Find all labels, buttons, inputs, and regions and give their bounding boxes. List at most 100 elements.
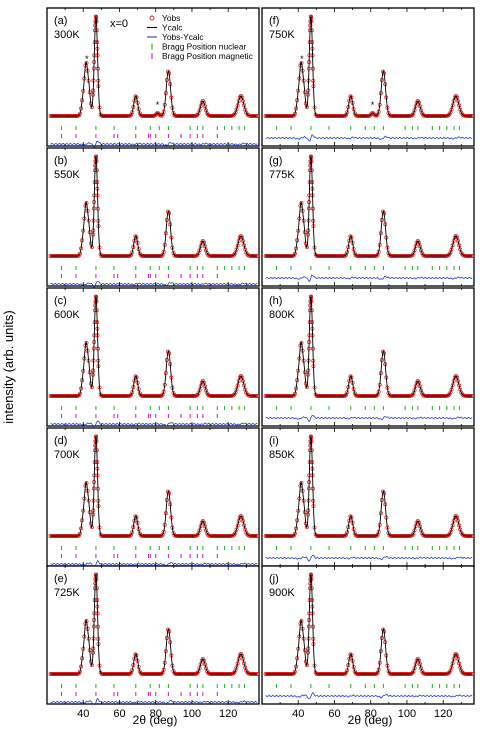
panel-id-label: (h) [269, 295, 282, 307]
ycalc-line [50, 154, 257, 257]
x-tick-label: 80 [150, 708, 162, 720]
yobs-point [231, 113, 236, 118]
yobs-point [352, 251, 357, 256]
panel-id-label: (c) [54, 295, 67, 307]
panel-d: (d) 700K [46, 427, 260, 567]
yobs-point [348, 234, 353, 239]
yobs-point [455, 375, 459, 380]
x-tick-label: 60 [113, 708, 125, 720]
legend-entry: Bragg Position nuclear [151, 42, 246, 52]
difference-line [265, 134, 473, 142]
x-tick-label: 100 [183, 708, 201, 720]
impurity-star: * [300, 54, 304, 64]
yobs-point [416, 380, 421, 385]
ycalc-line [265, 294, 472, 397]
yobs-point [240, 375, 244, 380]
ycalc-line [50, 294, 257, 397]
yobs-point [291, 393, 296, 398]
yobs-point [291, 533, 296, 538]
yobs-point [76, 533, 81, 538]
difference-line [265, 554, 473, 562]
yobs-point [291, 671, 296, 676]
x-tick-label: 120 [434, 708, 452, 720]
yobs-point [416, 658, 421, 663]
impurity-star: * [371, 100, 375, 110]
yobs-point [137, 111, 142, 116]
legend-label: Yobs-Ycalc [162, 32, 204, 42]
yobs-point [416, 240, 421, 245]
ycalc-line [265, 154, 472, 257]
x-tick-label: 80 [365, 708, 377, 720]
panel-frame [46, 427, 260, 567]
yobs-point [240, 515, 244, 520]
panel-id-label: (j) [269, 573, 279, 585]
impurity-star: * [85, 54, 89, 64]
yobs-point [455, 235, 459, 240]
legend-label: Ycalc [162, 23, 182, 33]
yobs-point [352, 531, 357, 536]
panel-temperature-label: 750K [269, 29, 295, 41]
difference-line [50, 420, 258, 428]
panel-frame [46, 287, 260, 427]
panel-e: (e) 725K 40 60 80 100 120 [46, 565, 260, 720]
legend-entry: Yobs [149, 13, 180, 23]
panel-temperature-label: 775K [269, 169, 295, 181]
x-tick-label: 120 [219, 708, 237, 720]
yobs-point [133, 652, 138, 657]
panel-id-label: (d) [54, 435, 67, 447]
panel-frame [46, 565, 260, 705]
panel-id-label: (i) [269, 435, 279, 447]
panel-frame [261, 565, 475, 705]
legend-entry: Ycalc [147, 23, 182, 33]
ycalc-line [50, 434, 257, 537]
x-tick-label: 100 [398, 708, 416, 720]
yobs-point [455, 653, 459, 658]
yobs-point [455, 95, 459, 100]
panel-frame [261, 7, 475, 147]
yobs-point [446, 253, 451, 258]
panel-id-label: (g) [269, 155, 282, 167]
panel-temperature-label: 700K [54, 449, 80, 461]
panel-temperature-label: 725K [54, 587, 80, 599]
yobs-point [201, 520, 206, 525]
ycalc-line [50, 14, 257, 117]
difference-line [50, 281, 258, 289]
yobs-point [352, 669, 357, 674]
panel-a: * * (a) 300K [46, 7, 260, 149]
difference-line [265, 274, 473, 283]
panel-temperature-label: 900K [269, 587, 295, 599]
y-axis-label: intensity (arb. units) [1, 310, 16, 423]
difference-line [265, 691, 473, 699]
panel-i: (i) 850K [261, 427, 475, 567]
ycalc-line [265, 14, 472, 117]
legend-label: Bragg Position magnetic [162, 51, 253, 61]
panel-temperature-label: 550K [54, 169, 80, 181]
yobs-point [348, 94, 353, 99]
yobs-point [240, 235, 244, 240]
ycalc-line [265, 572, 472, 675]
legend-label: Bragg Position nuclear [162, 42, 246, 52]
yobs-point [368, 113, 372, 118]
panel-h: (h) 800K [261, 287, 475, 427]
panel-id-label: (a) [54, 15, 67, 27]
panel-temperature-label: 850K [269, 449, 295, 461]
panels-group: * * (a) 300K (b) 550K (c) 600K (d) 700K (e) 725K 40 6… [46, 7, 475, 720]
yobs-point [133, 374, 138, 379]
legend-entry: Bragg Position magnetic [151, 51, 253, 61]
x-tick-label: 40 [77, 708, 89, 720]
panel-g: (g) 775K [261, 147, 475, 287]
yobs-point [291, 253, 296, 258]
panel-frame [46, 7, 260, 147]
panel-f: * * (f) 750K [261, 7, 475, 147]
yobs-point [201, 100, 206, 105]
yobs-point [201, 240, 206, 245]
yobs-point [348, 652, 353, 657]
ycalc-line [265, 434, 472, 537]
yobs-point [137, 531, 142, 536]
yobs-point [137, 391, 142, 396]
ycalc-line [50, 572, 257, 675]
x-axis-label-right: 2θ (deg) [348, 713, 393, 727]
panel-temperature-label: 800K [269, 309, 295, 321]
difference-line [50, 140, 258, 149]
yobs-point [416, 100, 421, 105]
